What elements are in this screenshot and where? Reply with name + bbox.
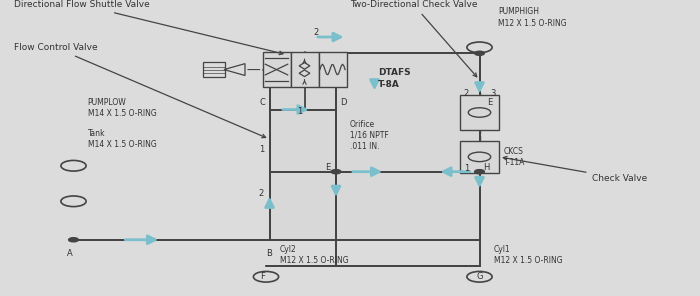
- Bar: [262, 52, 290, 87]
- Text: 1: 1: [297, 107, 302, 115]
- Text: 2: 2: [463, 89, 469, 98]
- Text: H: H: [483, 163, 490, 172]
- Text: Cyl1
M12 X 1.5 O-RING: Cyl1 M12 X 1.5 O-RING: [494, 245, 562, 265]
- Text: 3: 3: [490, 89, 496, 98]
- Text: PUMPLOW
M14 X 1.5 O-RING: PUMPLOW M14 X 1.5 O-RING: [88, 98, 156, 118]
- Text: D: D: [340, 98, 346, 107]
- Text: E: E: [325, 163, 330, 172]
- Text: G: G: [476, 272, 483, 281]
- Circle shape: [475, 170, 484, 174]
- Circle shape: [475, 51, 484, 55]
- Text: 2: 2: [314, 28, 319, 37]
- Text: Directional Flow Shuttle Valve: Directional Flow Shuttle Valve: [14, 0, 283, 55]
- Text: 1: 1: [463, 164, 469, 173]
- Text: Cyl2
M12 X 1.5 O-RING: Cyl2 M12 X 1.5 O-RING: [280, 245, 349, 265]
- Text: PUMPHIGH
M12 X 1.5 O-RING: PUMPHIGH M12 X 1.5 O-RING: [498, 7, 567, 28]
- Text: Tank
M14 X 1.5 O-RING: Tank M14 X 1.5 O-RING: [88, 129, 156, 149]
- Bar: [460, 95, 499, 130]
- Bar: [318, 52, 346, 87]
- Text: 1: 1: [258, 145, 264, 154]
- Text: B: B: [267, 249, 272, 258]
- Bar: [203, 62, 225, 77]
- Text: F: F: [260, 272, 265, 281]
- Circle shape: [331, 170, 341, 174]
- Bar: [270, 53, 480, 240]
- Bar: [460, 141, 499, 173]
- Text: Orifice
1/16 NPTF
.011 IN.: Orifice 1/16 NPTF .011 IN.: [350, 120, 389, 151]
- Text: CKCS
T-11A: CKCS T-11A: [504, 147, 526, 167]
- Text: Two-Directional Check Valve: Two-Directional Check Valve: [350, 0, 477, 77]
- Text: Flow Control Valve: Flow Control Valve: [14, 43, 266, 138]
- Text: C: C: [260, 98, 265, 107]
- Text: E: E: [487, 98, 493, 107]
- Text: Check Valve: Check Valve: [503, 157, 647, 183]
- Text: DTAFS
T-8A: DTAFS T-8A: [378, 68, 411, 89]
- Text: 2: 2: [258, 189, 264, 198]
- Circle shape: [69, 238, 78, 242]
- Bar: [290, 52, 318, 87]
- Text: A: A: [67, 249, 73, 258]
